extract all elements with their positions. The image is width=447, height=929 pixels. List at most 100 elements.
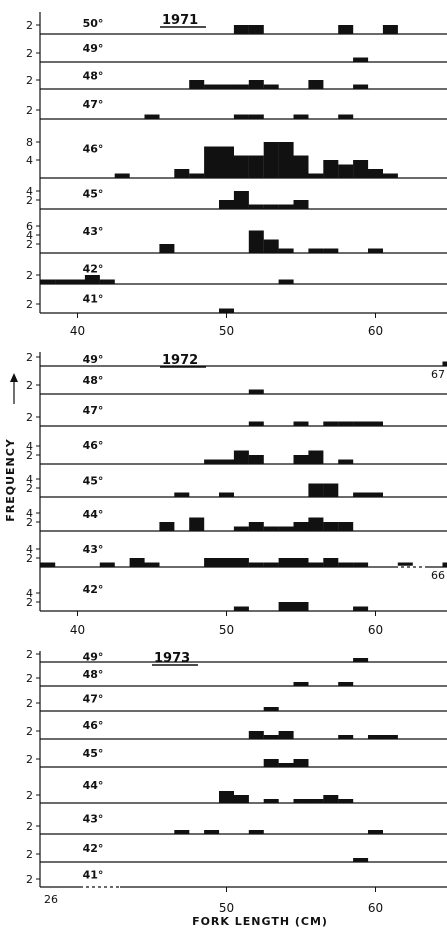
latitude-label: 42° [83,583,104,596]
off-scale-note: 67 [431,368,445,381]
histogram-bar [323,421,339,426]
y-tick-label: 4 [26,229,33,242]
histogram-bar [248,230,264,253]
y-tick-label: 2 [26,820,33,833]
x-tick-label: 50 [219,623,234,637]
histogram-bar [219,84,234,89]
y-tick-label: 4 [26,543,33,556]
histogram-bar [144,114,160,119]
latitude-label: 45° [83,747,104,760]
histogram-bar [248,731,264,739]
x-tick-label: 40 [70,623,85,637]
y-tick-label: 2 [26,411,33,424]
histogram-bar [323,248,339,253]
histogram-bar [278,279,294,284]
latitude-label: 48° [83,668,104,681]
histogram-bar [293,759,309,767]
y-tick-label: 4 [26,473,33,486]
histogram-bar [233,450,249,464]
histogram-bar [308,483,324,497]
y-tick-label: 2 [26,351,33,364]
histogram-bar [338,799,354,803]
y-tick-label: 2 [26,753,33,766]
histogram-bar [219,558,234,567]
y-tick-label: 2 [26,552,33,565]
histogram-bar [353,562,369,567]
y-tick-label: 2 [26,482,33,495]
histogram-bar [338,114,354,119]
histogram-bar [278,204,294,209]
histogram-bar [338,25,354,34]
histogram-bar [293,522,309,531]
x-axis-label: FORK LENGTH (CM) [192,915,328,928]
histogram-bar [159,522,175,531]
histogram-bar [308,450,324,464]
histogram-bar [248,155,264,178]
histogram-bar [55,279,71,284]
histogram-bar [174,830,190,834]
histogram-bar [368,248,383,253]
histogram-bar [323,795,339,803]
histogram-bar [353,606,369,611]
histogram-bar [293,602,309,611]
y-tick-label: 2 [26,74,33,87]
histogram-bar [233,155,249,178]
histogram-bar [219,492,234,497]
histogram-bar [308,80,324,89]
histogram-bar [248,114,264,119]
histogram-bar [263,84,279,89]
histogram-bar [353,57,369,62]
y-tick-label: 2 [26,789,33,802]
year-label: 1971 [162,13,198,28]
histogram-bar [174,492,190,497]
histogram-bar [338,562,354,567]
histogram-bar [368,735,383,739]
histogram-bar [144,562,160,567]
histogram-bar [308,248,324,253]
y-tick-label: 2 [26,269,33,282]
latitude-label: 44° [83,779,104,792]
histogram-bar [263,707,279,711]
histogram-bar [189,80,205,89]
histogram-bar [338,682,354,686]
histogram-bar [338,459,354,464]
histogram-bar [308,799,324,803]
histogram-bar [338,735,354,739]
latitude-label: 45° [83,188,104,201]
histogram-bar [278,558,294,567]
y-tick-label: 2 [26,238,33,251]
histogram-bar [204,459,220,464]
latitude-label: 44° [83,508,104,521]
histogram-bar [308,173,324,178]
histogram-bar [293,799,309,803]
histogram-bar [293,114,309,119]
histogram-bar [174,169,190,178]
latitude-label: 47° [83,98,104,111]
histogram-bar [248,80,264,89]
histogram-bar [293,682,309,686]
latitude-label: 49° [83,353,104,366]
histogram-bar [233,526,249,531]
histogram-bar [278,248,294,253]
histogram-bar [353,492,369,497]
histogram-bar [368,492,383,497]
latitude-label: 47° [83,693,104,706]
x-tick-label: 40 [70,324,85,338]
off-scale-note: 26 [44,893,58,906]
histogram-bar [204,146,220,178]
histogram-bar [263,735,279,739]
y-tick-label: 4 [26,185,33,198]
histogram-bar [248,25,264,34]
y-tick-label: 8 [26,136,33,149]
histogram-bar [159,244,175,253]
y-tick-label: 2 [26,47,33,60]
latitude-label: 46° [83,719,104,732]
histogram-bar [323,160,339,178]
y-tick-label: 2 [26,873,33,886]
y-tick-label: 4 [26,440,33,453]
histogram-bar [368,830,383,834]
latitude-label: 45° [83,475,104,488]
histogram-bar [278,142,294,178]
histogram-bar [442,562,447,567]
histogram-bar [293,155,309,178]
